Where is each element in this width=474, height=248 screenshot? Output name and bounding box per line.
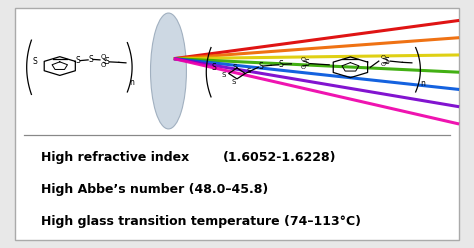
Text: S: S xyxy=(385,57,390,66)
Text: S: S xyxy=(305,59,310,68)
Text: O: O xyxy=(301,57,306,62)
Text: High Abbe’s number (48.0–45.8): High Abbe’s number (48.0–45.8) xyxy=(41,183,268,196)
Text: High glass transition temperature (74–113°C): High glass transition temperature (74–11… xyxy=(41,215,361,228)
Text: n: n xyxy=(420,79,425,88)
Text: S: S xyxy=(232,64,237,70)
Text: S: S xyxy=(88,55,93,64)
Text: n: n xyxy=(130,78,135,87)
Text: S: S xyxy=(278,60,283,69)
Text: (1.6052-1.6228): (1.6052-1.6228) xyxy=(223,151,337,164)
Text: S: S xyxy=(105,57,109,66)
Ellipse shape xyxy=(151,13,186,129)
Text: S: S xyxy=(247,68,251,74)
Text: S: S xyxy=(212,63,217,72)
Text: O: O xyxy=(101,62,106,68)
Text: O: O xyxy=(301,65,306,70)
Text: S: S xyxy=(75,56,80,65)
Text: S: S xyxy=(258,62,263,70)
Text: S: S xyxy=(32,57,37,66)
Text: S: S xyxy=(232,79,236,85)
Text: High refractive index: High refractive index xyxy=(41,151,198,164)
FancyBboxPatch shape xyxy=(15,8,459,240)
Text: S: S xyxy=(222,72,226,78)
Text: O: O xyxy=(101,54,106,61)
Text: O: O xyxy=(381,55,386,60)
Text: O: O xyxy=(381,62,386,67)
